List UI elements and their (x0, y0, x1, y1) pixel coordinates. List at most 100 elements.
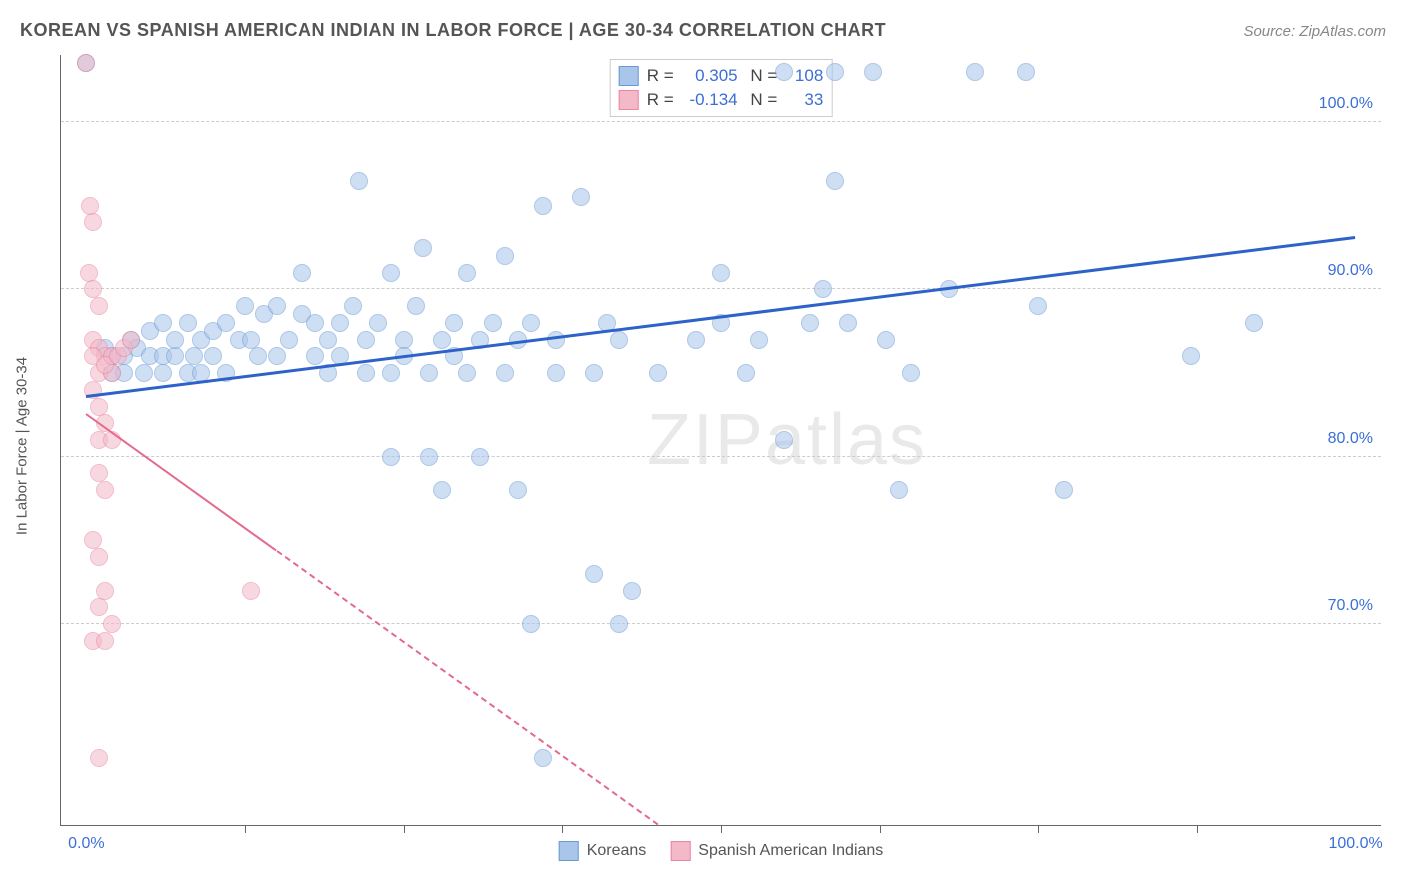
x-tick (721, 825, 722, 833)
data-point (96, 632, 114, 650)
stat-r: -0.134 (682, 88, 738, 112)
data-point (420, 364, 438, 382)
title-bar: KOREAN VS SPANISH AMERICAN INDIAN IN LAB… (20, 20, 1386, 41)
legend-swatch (619, 90, 639, 110)
trend-line (276, 550, 658, 825)
data-point (331, 314, 349, 332)
data-point (649, 364, 667, 382)
data-point (357, 364, 375, 382)
data-point (395, 331, 413, 349)
data-point (712, 264, 730, 282)
data-point (484, 314, 502, 332)
data-point (217, 314, 235, 332)
data-point (547, 364, 565, 382)
data-point (407, 297, 425, 315)
data-point (1182, 347, 1200, 365)
gridline-h (61, 456, 1381, 457)
legend-label: Spanish American Indians (698, 842, 883, 860)
data-point (610, 331, 628, 349)
y-tick-label: 70.0% (1328, 597, 1373, 615)
x-tick (404, 825, 405, 833)
data-point (319, 331, 337, 349)
legend-item: Koreans (559, 841, 647, 861)
legend-swatch (670, 841, 690, 861)
data-point (458, 264, 476, 282)
x-tick (245, 825, 246, 833)
data-point (204, 347, 222, 365)
data-point (268, 347, 286, 365)
data-point (750, 331, 768, 349)
data-point (185, 347, 203, 365)
data-point (864, 63, 882, 81)
data-point (77, 54, 95, 72)
trend-line (86, 236, 1356, 398)
data-point (357, 331, 375, 349)
legend: Koreans Spanish American Indians (559, 841, 884, 861)
data-point (293, 264, 311, 282)
data-point (775, 431, 793, 449)
data-point (179, 314, 197, 332)
y-tick-label: 90.0% (1328, 262, 1373, 280)
data-point (236, 297, 254, 315)
data-point (458, 364, 476, 382)
stat-n: 33 (785, 88, 823, 112)
legend-label: Koreans (587, 842, 647, 860)
stat-r: 0.305 (682, 64, 738, 88)
data-point (445, 314, 463, 332)
data-point (81, 197, 99, 215)
trend-line (86, 413, 278, 551)
gridline-h (61, 623, 1381, 624)
data-point (90, 464, 108, 482)
y-tick-label: 80.0% (1328, 430, 1373, 448)
data-point (135, 364, 153, 382)
data-point (1029, 297, 1047, 315)
x-tick (880, 825, 881, 833)
data-point (877, 331, 895, 349)
stats-row: R =-0.134 N =33 (619, 88, 824, 112)
data-point (122, 331, 140, 349)
data-point (350, 172, 368, 190)
data-point (90, 598, 108, 616)
data-point (737, 364, 755, 382)
data-point (534, 197, 552, 215)
chart-title: KOREAN VS SPANISH AMERICAN INDIAN IN LAB… (20, 20, 886, 41)
data-point (306, 347, 324, 365)
x-tick-label: 100.0% (1328, 835, 1382, 853)
legend-swatch (619, 66, 639, 86)
data-point (242, 331, 260, 349)
data-point (280, 331, 298, 349)
data-point (249, 347, 267, 365)
data-point (585, 364, 603, 382)
data-point (890, 481, 908, 499)
data-point (382, 448, 400, 466)
data-point (369, 314, 387, 332)
data-point (687, 331, 705, 349)
data-point (814, 280, 832, 298)
data-point (433, 481, 451, 499)
data-point (90, 749, 108, 767)
data-point (496, 247, 514, 265)
data-point (585, 565, 603, 583)
data-point (522, 314, 540, 332)
data-point (154, 314, 172, 332)
data-point (96, 481, 114, 499)
data-point (610, 615, 628, 633)
data-point (1245, 314, 1263, 332)
data-point (96, 582, 114, 600)
data-point (826, 172, 844, 190)
data-point (90, 297, 108, 315)
data-point (509, 481, 527, 499)
data-point (166, 347, 184, 365)
data-point (166, 331, 184, 349)
data-point (242, 582, 260, 600)
x-tick (1197, 825, 1198, 833)
y-tick-label: 100.0% (1319, 95, 1373, 113)
data-point (902, 364, 920, 382)
data-point (839, 314, 857, 332)
data-point (154, 364, 172, 382)
data-point (471, 448, 489, 466)
legend-swatch (559, 841, 579, 861)
data-point (775, 63, 793, 81)
data-point (84, 280, 102, 298)
data-point (344, 297, 362, 315)
